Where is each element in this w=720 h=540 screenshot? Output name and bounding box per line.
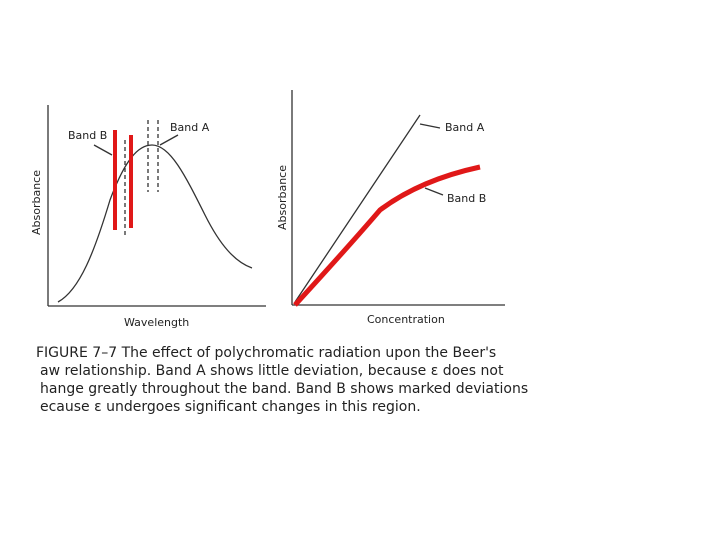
- band-b-label: Band B: [447, 192, 486, 205]
- absorbance-curve: [57, 144, 253, 303]
- band-b-curve: [293, 164, 481, 307]
- caption-line: FIGURE 7–7 The effect of polychromatic r…: [36, 345, 496, 361]
- caption-line: hange greatly throughout the band. Band …: [40, 381, 528, 397]
- band-b-label: Band B: [68, 129, 107, 142]
- caption-line: aw relationship. Band A shows little dev…: [40, 363, 504, 379]
- leader-line: [93, 144, 113, 156]
- band-a-label: Band A: [445, 121, 485, 134]
- leader-line: [424, 187, 444, 196]
- x-axis-label: Concentration: [367, 313, 445, 326]
- x-axis-label: Wavelength: [124, 316, 189, 329]
- y-axis-label: Absorbance: [276, 165, 289, 230]
- caption-line: ecause ε undergoes significant changes i…: [40, 399, 421, 415]
- y-axis-label: Absorbance: [30, 170, 43, 235]
- right-plot: [291, 90, 505, 306]
- band-a-label: Band A: [170, 121, 210, 134]
- leader-line: [159, 134, 179, 146]
- leader-line: [419, 123, 441, 129]
- band-a-line: [294, 114, 421, 303]
- left-plot: [47, 105, 266, 307]
